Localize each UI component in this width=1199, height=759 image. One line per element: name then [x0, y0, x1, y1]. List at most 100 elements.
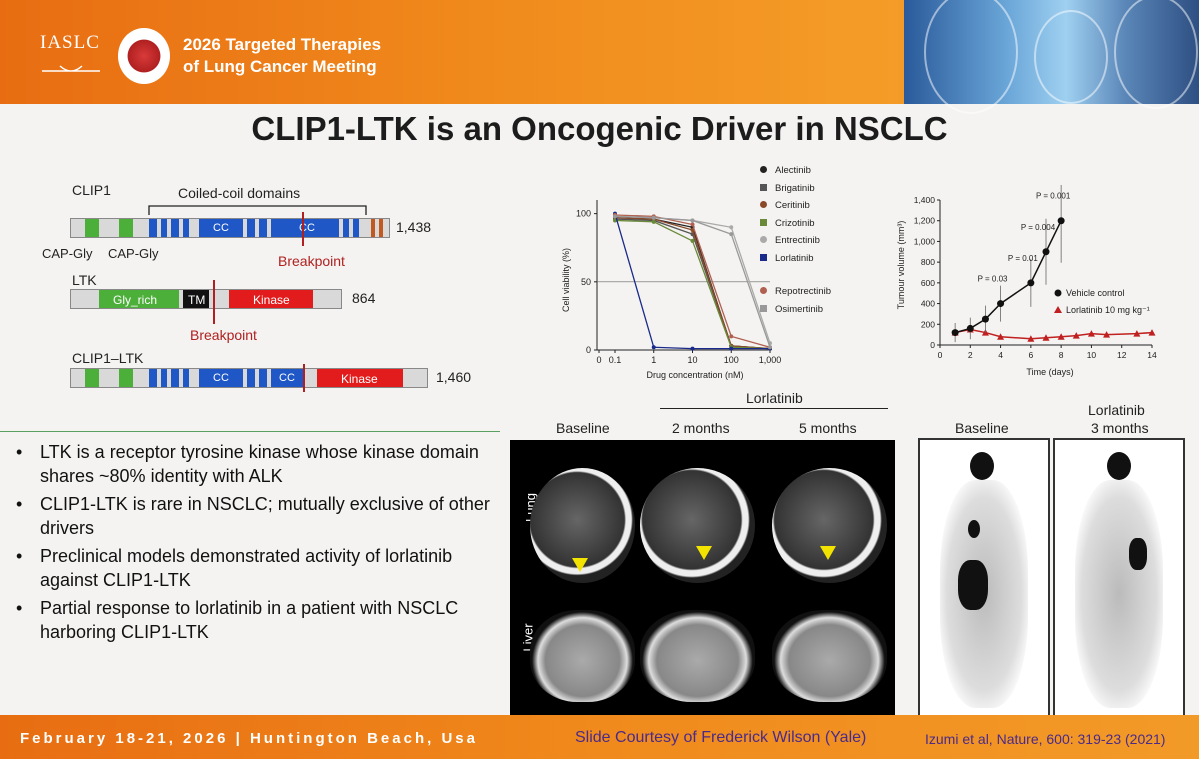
tm-label: TM — [188, 293, 206, 307]
legend-marker-vehicle — [1054, 289, 1062, 297]
fusion-label: CLIP1–LTK — [72, 350, 144, 366]
legend-label: Brigatinib — [775, 182, 815, 194]
viability-data-point — [768, 345, 772, 350]
meeting-logo — [118, 28, 170, 84]
ltk-breakpoint-label: Breakpoint — [190, 327, 257, 343]
footer-courtesy: Slide Courtesy of Frederick Wilson (Yale… — [575, 729, 867, 746]
bullet-item: • Preclinical models demonstrated activit… — [16, 546, 453, 590]
pet-3months-header: 3 months — [1091, 420, 1149, 436]
viability-xtick-label: 1 — [651, 355, 656, 365]
lorlatinib-series-line — [954, 328, 1153, 340]
meeting-line-2: of Lung Cancer Meeting — [183, 57, 377, 76]
tumour-ytick-label: 1,400 — [914, 195, 936, 205]
clip1-label: CLIP1 — [72, 182, 111, 198]
kinase-label: Kinase — [253, 293, 290, 307]
legend-marker-icon — [760, 236, 767, 243]
coiled-coil-bracket — [148, 205, 367, 215]
cc-label-1: CC — [213, 222, 229, 234]
viability-ytick-label: 0 — [586, 345, 591, 355]
legend-label: Osimertinib — [775, 304, 824, 315]
tumour-ytick-label: 400 — [921, 299, 935, 309]
tumour-xtick-label: 14 — [1147, 350, 1157, 360]
lorlatinib-data-point — [1103, 331, 1111, 338]
viability-legend-item: Alectinib — [760, 162, 870, 180]
viability-data-point — [690, 238, 695, 243]
meeting-title: 2026 Targeted Therapies of Lung Cancer M… — [183, 34, 381, 78]
fusion-junction-line — [303, 364, 305, 392]
pet-baseline-header: Baseline — [955, 420, 1009, 436]
fusion-kinase-label: Kinase — [341, 372, 378, 386]
vehicle-series-line — [954, 220, 1062, 334]
bullet-text: CLIP1-LTK is rare in NSCLC; mutually exc… — [40, 494, 490, 538]
tumour-xtick-label: 4 — [998, 350, 1003, 360]
ct-image-panel: Lung Liver — [510, 440, 895, 717]
viability-legend-item: Crizotinib — [760, 215, 870, 233]
vehicle-data-point — [966, 324, 974, 332]
tumour-xlabel: Time (days) — [1026, 367, 1073, 377]
viability-ytick-label: 50 — [581, 277, 591, 287]
pvalue-label: P = 0.004 — [1021, 223, 1056, 232]
tumour-xtick-label: 0 — [938, 350, 943, 360]
fusion-length: 1,460 — [436, 369, 472, 385]
ct-arrow-2months — [696, 546, 712, 560]
bullet-list: • LTK is a receptor tyrosine kinase whose… — [10, 440, 490, 648]
header-lung-image — [904, 0, 1199, 114]
viability-ytick-label: 100 — [576, 209, 591, 219]
clip1-breakpoint-label: Breakpoint — [278, 253, 345, 269]
bullet-text: Partial response to lorlatinib in a pati… — [40, 598, 459, 642]
header-banner: IASLC 2026 Targeted Therapies of Lung Ca… — [0, 0, 1199, 114]
fusion-cc-label-1: CC — [213, 372, 229, 384]
lorlatinib-group-rule — [660, 408, 888, 409]
legend-label: Repotrectinib — [775, 286, 831, 297]
viability-data-point — [690, 346, 695, 351]
legend-label: Entrectinib — [775, 235, 820, 246]
ltk-bar: Gly_rich TM Kinase — [70, 289, 342, 309]
cap-gly-label-1: CAP-Gly — [42, 246, 93, 261]
bullet-text: LTK is a receptor tyrosine kinase whose … — [40, 442, 479, 486]
vehicle-data-point — [1057, 217, 1065, 225]
tumour-ytick-label: 1,000 — [914, 236, 936, 246]
slide-title: CLIP1-LTK is an Oncogenic Driver in NSCL… — [251, 110, 948, 147]
ct-lung-2months — [640, 468, 755, 583]
tumour-ytick-label: 600 — [921, 278, 935, 288]
pvalue-label: P = 0.01 — [1008, 254, 1038, 263]
vehicle-data-point — [1027, 279, 1035, 287]
viability-legend-item: Lorlatinib — [760, 250, 870, 268]
lorlatinib-data-point — [1027, 335, 1035, 342]
ct-baseline-header: Baseline — [556, 420, 610, 436]
legend-marker-icon — [760, 166, 767, 173]
lorlatinib-data-point — [1148, 329, 1156, 336]
viability-xtick-label: 0 — [596, 355, 601, 365]
viability-xtick-label: 100 — [724, 355, 739, 365]
clip1-breakpoint-line — [302, 212, 304, 246]
meeting-line-1: 2026 Targeted Therapies — [183, 35, 382, 54]
viability-legend-item: Ceritinib — [760, 197, 870, 215]
tumour-ytick-label: 1,200 — [914, 216, 936, 226]
lorlatinib-data-point — [1042, 334, 1050, 341]
lorlatinib-data-point — [1087, 330, 1095, 337]
legend-marker-lorlatinib — [1054, 306, 1062, 313]
viability-legend: Alectinib Brigatinib Ceritinib Crizotinib En… — [760, 162, 870, 319]
viability-legend-item: Osimertinib — [760, 301, 870, 319]
tumour-volume-chart: Tumour volume (mm³) Time (days) 0 200 400 6… — [896, 185, 1157, 377]
viability-data-point — [729, 225, 734, 230]
pvalue-label: P = 0.001 — [1036, 192, 1071, 201]
ct-liver-baseline — [530, 610, 635, 702]
ct-lung-5months — [772, 468, 887, 583]
clip1-length: 1,438 — [396, 219, 432, 235]
tumour-ytick-label: 800 — [921, 257, 935, 267]
bullet-item: • CLIP1-LTK is rare in NSCLC; mutually ex… — [16, 494, 490, 538]
viability-legend-item: Brigatinib — [760, 180, 870, 198]
ct-liver-5months — [772, 610, 887, 702]
lorlatinib-data-point — [1057, 333, 1065, 340]
bullet-item: • LTK is a receptor tyrosine kinase whose… — [16, 442, 479, 486]
legend-label: Crizotinib — [775, 217, 815, 229]
tumour-xtick-label: 2 — [968, 350, 973, 360]
iaslc-emblem — [40, 62, 102, 80]
viability-data-point — [729, 334, 734, 339]
cell-viability-chart: Cell viability (%) Drug concentration (n… — [561, 200, 781, 380]
legend-lorlatinib-label: Lorlatinib 10 mg kg⁻¹ — [1066, 305, 1150, 315]
viability-data-point — [690, 218, 695, 223]
clip1-bar: CC CC — [70, 218, 390, 238]
